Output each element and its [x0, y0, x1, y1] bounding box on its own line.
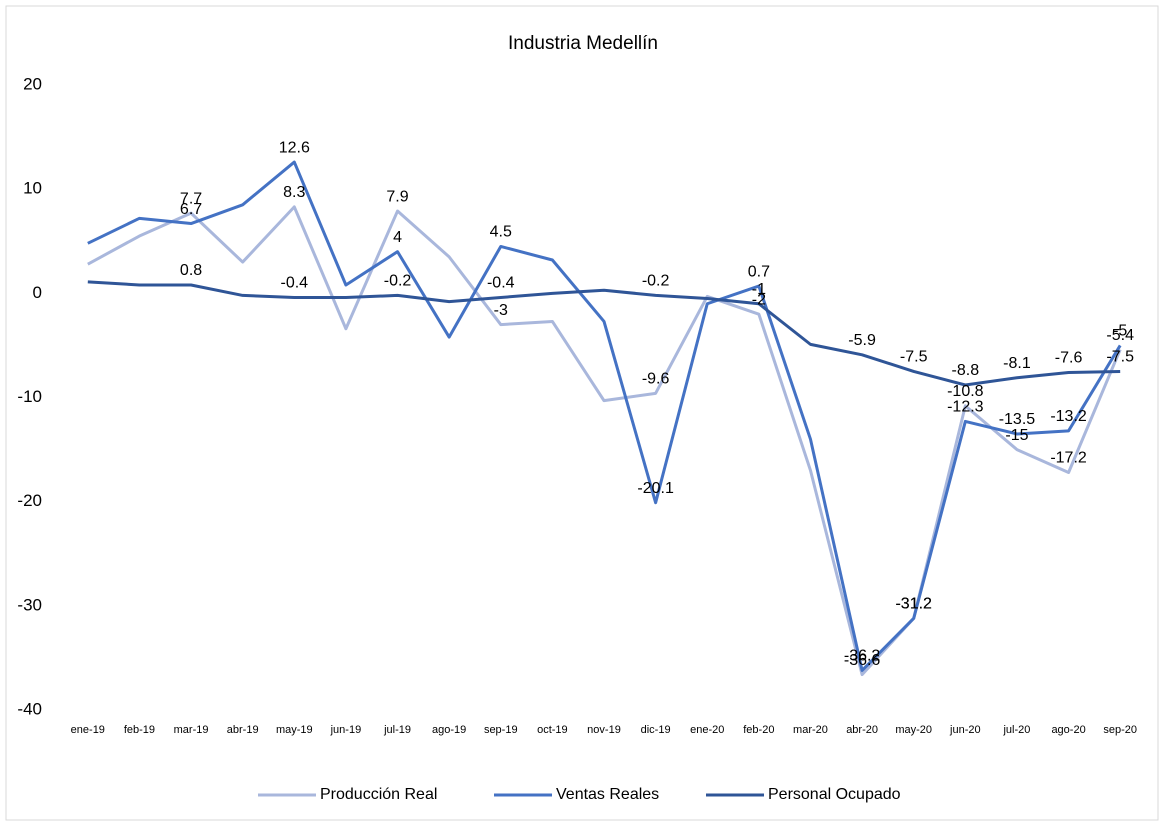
x-tick-label: ene-19 [71, 724, 105, 736]
legend-label: Personal Ocupado [768, 786, 901, 803]
data-label: 0.8 [180, 262, 202, 279]
data-label: -1 [752, 281, 766, 298]
series-line [87, 160, 1122, 672]
x-tick-label: jun-20 [949, 724, 981, 736]
x-tick-label: jun-19 [330, 724, 362, 736]
data-label: -36.6 [844, 652, 881, 669]
data-label: -8.8 [952, 362, 980, 379]
legend-label: Ventas Reales [556, 786, 659, 803]
y-tick-label: -10 [17, 387, 42, 406]
data-label: -5.9 [848, 332, 876, 349]
x-tick-label: jul-19 [383, 724, 411, 736]
x-tick-label: sep-19 [484, 724, 518, 736]
x-tick-label: may-20 [895, 724, 932, 736]
chart-title: Industria Medellín [508, 33, 658, 54]
series-line [87, 205, 1122, 677]
data-label: 4.5 [490, 224, 512, 241]
data-label: -13.5 [999, 411, 1036, 428]
data-label: 7.7 [180, 190, 202, 207]
data-label: -3 [494, 302, 508, 319]
legend-label: Producción Real [320, 786, 437, 803]
x-tick-label: mar-20 [793, 724, 828, 736]
data-label: -0.4 [487, 275, 515, 292]
x-tick-label: feb-19 [124, 724, 155, 736]
y-tick-label: 20 [23, 74, 42, 93]
series-line [87, 280, 1121, 387]
x-tick-label: ago-20 [1051, 724, 1085, 736]
data-label: 8.3 [283, 184, 305, 201]
y-tick-label: -20 [17, 491, 42, 510]
data-label: 0.7 [748, 263, 770, 280]
data-label: -0.2 [642, 273, 670, 290]
data-label: -15 [1005, 427, 1028, 444]
data-label: -8.1 [1003, 355, 1031, 372]
x-tick-label: nov-19 [587, 724, 621, 736]
data-label: -31.2 [895, 596, 932, 613]
data-label: -7.5 [900, 349, 928, 366]
chart-border [5, 5, 1159, 821]
data-label: 7.9 [386, 188, 408, 205]
data-label: -20.1 [637, 480, 674, 497]
x-tick-label: may-19 [276, 724, 313, 736]
data-label: -2 [752, 291, 766, 308]
data-label: -10.8 [947, 383, 984, 400]
x-tick-label: dic-19 [641, 724, 671, 736]
data-label: -5.4 [1106, 327, 1134, 344]
x-tick-label: ago-19 [432, 724, 466, 736]
x-tick-label: abr-20 [846, 724, 878, 736]
data-label: -36.2 [844, 648, 881, 665]
data-label: -9.6 [642, 371, 670, 388]
data-label: -12.3 [947, 399, 984, 416]
data-label: 6.7 [180, 201, 202, 218]
x-tick-label: ene-20 [690, 724, 724, 736]
y-tick-label: 0 [33, 283, 42, 302]
data-label: -5 [1113, 323, 1127, 340]
y-tick-label: 10 [23, 179, 42, 198]
data-label: -7.5 [1106, 349, 1134, 366]
x-tick-label: mar-19 [174, 724, 209, 736]
data-label: -7.6 [1055, 350, 1083, 367]
data-label: 4 [393, 229, 402, 246]
data-label: -31.2 [895, 596, 932, 613]
x-tick-label: feb-20 [743, 724, 774, 736]
x-tick-label: abr-19 [227, 724, 259, 736]
x-tick-label: sep-20 [1103, 724, 1137, 736]
x-tick-label: oct-19 [537, 724, 568, 736]
x-tick-label: jul-20 [1002, 724, 1030, 736]
y-tick-label: -30 [17, 595, 42, 614]
data-label: -0.4 [280, 275, 308, 292]
data-label: -0.2 [384, 273, 412, 290]
data-label: -13.2 [1050, 408, 1087, 425]
data-label: 12.6 [279, 139, 310, 156]
data-label: -17.2 [1050, 450, 1087, 467]
y-tick-label: -40 [17, 699, 42, 718]
